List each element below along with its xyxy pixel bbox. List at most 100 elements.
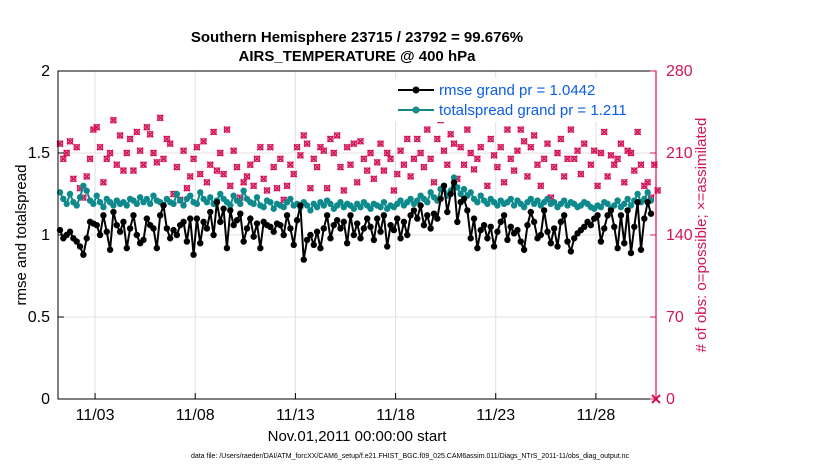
rmse-point xyxy=(180,218,187,226)
rmse-point xyxy=(93,221,100,229)
obs-point xyxy=(326,135,335,143)
rmse-point xyxy=(507,223,514,230)
obs-point xyxy=(59,155,67,163)
obs-point xyxy=(407,172,415,180)
obs-point xyxy=(520,137,528,145)
obs-point xyxy=(560,172,568,180)
obs-point xyxy=(423,126,431,134)
spread-point xyxy=(474,199,481,206)
rmse-point xyxy=(470,215,478,222)
x-tick-label: 11/13 xyxy=(276,407,315,424)
obs-point xyxy=(303,140,311,148)
rmse-point xyxy=(641,215,648,222)
y2-tick-label: 0 xyxy=(666,391,675,408)
obs-point xyxy=(557,135,565,143)
obs-point xyxy=(310,155,318,163)
spread-point xyxy=(397,197,404,204)
obs-point xyxy=(440,147,448,155)
obs-point xyxy=(196,170,204,178)
spread-point xyxy=(337,199,344,206)
obs-point xyxy=(306,184,314,192)
spread-point xyxy=(237,200,244,208)
spread-point xyxy=(611,202,618,209)
spread-point xyxy=(100,203,107,211)
rmse-point xyxy=(360,225,368,232)
rmse-point xyxy=(611,223,618,230)
obs-point xyxy=(503,126,511,134)
rmse-point xyxy=(550,225,558,232)
obs-point xyxy=(163,135,171,143)
y-tick-label: 1 xyxy=(41,227,50,244)
spread-point xyxy=(227,202,234,209)
rmse-point xyxy=(407,212,414,219)
rmse-point xyxy=(240,238,247,245)
obs-point xyxy=(597,149,605,157)
rmse-point xyxy=(477,226,484,234)
obs-point xyxy=(590,147,598,155)
rmse-point xyxy=(390,226,398,234)
obs-point xyxy=(607,151,615,159)
rmse-point xyxy=(634,199,641,206)
spread-point xyxy=(253,194,261,201)
rmse-point xyxy=(417,202,424,209)
spread-point xyxy=(634,190,641,198)
obs-point xyxy=(543,140,552,148)
rmse-point xyxy=(190,251,197,258)
data-file-footer: data file: /Users/raeder/DAI/ATM_forcXX/… xyxy=(191,453,630,460)
rmse-point xyxy=(197,240,204,247)
spread-point xyxy=(83,187,90,194)
spread-point xyxy=(457,190,464,198)
obs-point xyxy=(617,140,625,148)
rmse-point xyxy=(621,240,628,247)
rmse-point xyxy=(394,215,401,222)
obs-point xyxy=(203,178,211,186)
spread-point xyxy=(173,190,181,198)
obs-point xyxy=(533,161,542,169)
obs-point xyxy=(397,147,405,155)
rmse-point xyxy=(73,238,80,245)
spread-point xyxy=(150,192,157,199)
rmse-point xyxy=(434,215,441,222)
rmse-point xyxy=(300,256,307,263)
spread-point xyxy=(327,200,334,208)
obs-point xyxy=(83,172,91,180)
rmse-point xyxy=(597,238,605,245)
obs-point xyxy=(106,149,114,157)
spread-point xyxy=(534,197,541,204)
rmse-point xyxy=(303,236,311,244)
spread-point xyxy=(66,190,74,198)
rmse-point xyxy=(631,223,638,230)
rmse-point xyxy=(250,233,257,240)
rmse-point xyxy=(444,208,451,216)
obs-point xyxy=(146,130,154,138)
rmse-point xyxy=(133,231,140,239)
spread-point xyxy=(550,199,558,206)
rmse-point xyxy=(440,182,448,189)
spread-point xyxy=(467,189,474,196)
obs-point xyxy=(637,161,645,169)
rmse-point xyxy=(76,243,84,250)
obs-point xyxy=(553,149,562,157)
rmse-point xyxy=(227,207,234,214)
spread-point xyxy=(280,203,287,211)
obs-point xyxy=(293,143,301,151)
obs-point xyxy=(610,161,618,169)
obs-point xyxy=(143,123,151,131)
spread-point xyxy=(527,195,534,203)
left-axis: 0 0.5 1 1.5 2 xyxy=(28,63,64,408)
rmse-point xyxy=(567,248,575,255)
rmse-point xyxy=(370,236,378,244)
obs-point xyxy=(573,147,582,155)
rmse-point xyxy=(357,235,364,242)
rmse-point xyxy=(257,244,264,252)
obs-point xyxy=(216,149,224,157)
obs-point xyxy=(450,140,458,148)
obs-point xyxy=(457,143,465,151)
obs-point xyxy=(410,155,418,163)
obs-point xyxy=(270,163,278,171)
obs-point xyxy=(86,155,94,163)
rmse-point xyxy=(594,212,601,219)
obs-point xyxy=(226,182,234,190)
rmse-point xyxy=(333,217,341,224)
rmse-point xyxy=(237,210,244,217)
